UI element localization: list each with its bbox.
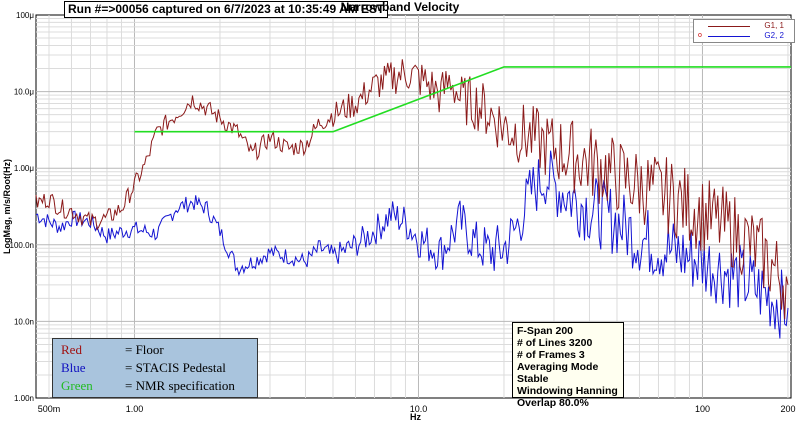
- series-legend-item-g1: G1, 1: [698, 21, 790, 31]
- series-legend-item-g2: o G2, 2: [698, 31, 790, 41]
- x-tick-label: 1.00: [126, 404, 144, 414]
- legend-description: = Floor: [125, 342, 164, 357]
- x-tick-label: 100: [695, 404, 710, 414]
- param-line: # of Lines 3200: [517, 337, 593, 349]
- legend-description: = NMR specification: [125, 378, 235, 393]
- legend-color-name: Blue: [61, 360, 86, 375]
- legend-color-name: Green: [61, 378, 93, 393]
- color-legend-box: Red = Floor Blue = STACIS Pedestal Green = …: [52, 338, 258, 398]
- param-line: F-Span 200: [517, 325, 574, 337]
- param-line: Windowing Hanning: [517, 385, 618, 397]
- x-axis-label: Hz: [410, 412, 421, 422]
- series-line-g2: [35, 150, 789, 339]
- x-tick-label: 10.0: [410, 404, 428, 414]
- series-line-nmr-spec: [134, 66, 791, 133]
- legend-color-name: Red: [61, 342, 82, 357]
- run-info-label: Run #=>00056 captured on 6/7/2023 at 10:…: [64, 1, 389, 18]
- param-line: # of Frames 3: [517, 349, 585, 361]
- series-swatch: [708, 26, 750, 27]
- legend-description: = STACIS Pedestal: [125, 360, 226, 375]
- y-tick-label: 1.00n: [14, 394, 34, 403]
- analysis-parameters-box: F-Span 200 # of Lines 3200 # of Frames 3…: [512, 322, 624, 409]
- marker-icon: o: [698, 32, 702, 39]
- series-swatch: [708, 36, 750, 37]
- plot-area: [35, 14, 792, 399]
- y-tick-label: 10.0μ: [14, 88, 35, 97]
- param-line: Averaging Mode Stable: [517, 361, 599, 385]
- legend-row-green: Green = NMR specification: [61, 377, 235, 395]
- y-tick-label: 100.0n: [10, 241, 34, 250]
- series-legend-label: G1, 1: [764, 21, 784, 30]
- legend-row-blue: Blue = STACIS Pedestal: [61, 359, 226, 377]
- y-axis-label: LogMag, m/s/Root(Hz): [2, 159, 12, 254]
- series-legend: G1, 1 o G2, 2: [693, 19, 795, 43]
- legend-row-red: Red = Floor: [61, 341, 164, 359]
- y-tick-label: 100μ: [16, 11, 34, 20]
- chart-title: Narrowband Velocity: [340, 0, 460, 14]
- y-tick-label: 10.0n: [14, 317, 34, 326]
- x-tick-label: 500m: [38, 404, 61, 414]
- series-legend-label: G2, 2: [764, 31, 784, 40]
- param-line: Overlap 80.0%: [517, 397, 589, 409]
- y-tick-label: 1.00μ: [14, 164, 35, 173]
- x-tick-label: 200: [780, 404, 795, 414]
- series-line-g1: [35, 59, 789, 320]
